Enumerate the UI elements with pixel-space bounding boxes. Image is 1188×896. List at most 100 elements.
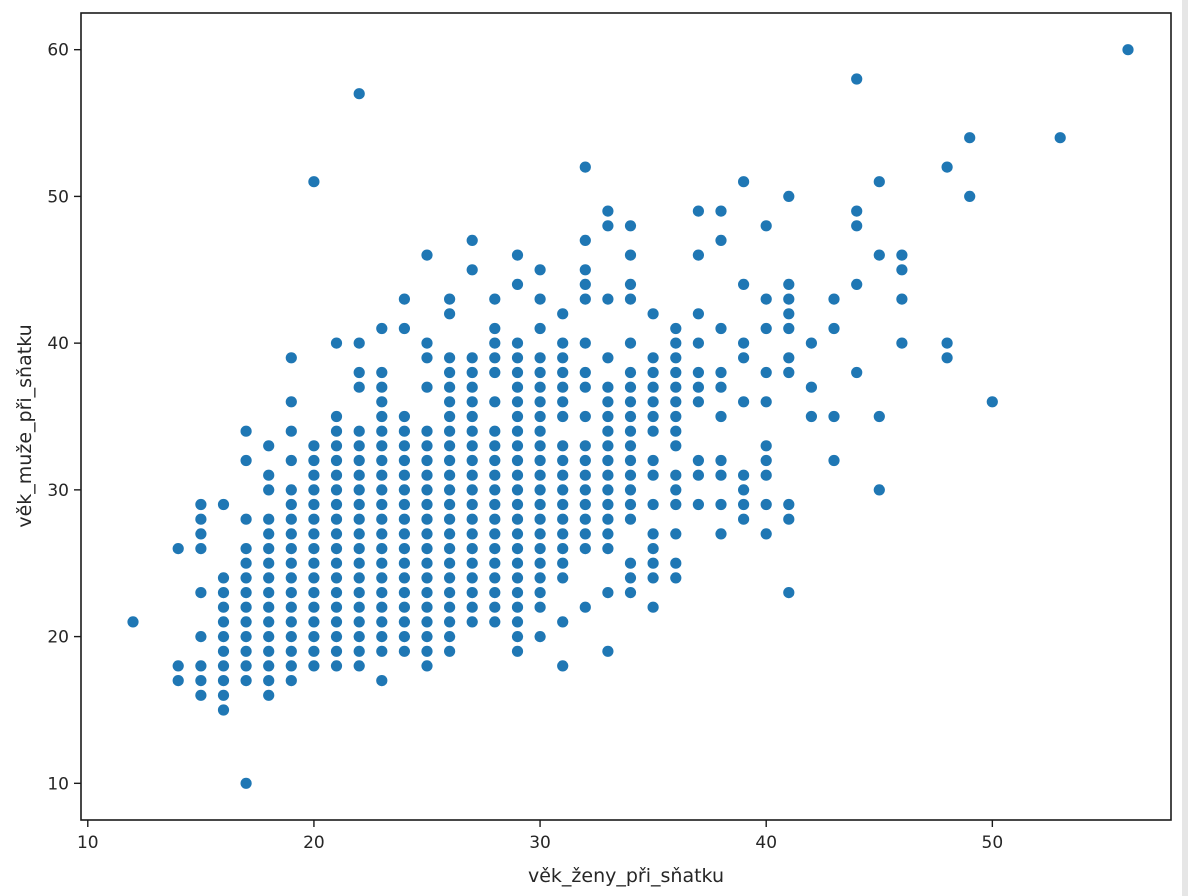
- data-point: [263, 543, 275, 555]
- data-point: [330, 660, 343, 672]
- data-point: [511, 249, 524, 261]
- data-point: [398, 557, 410, 569]
- data-point: [692, 366, 705, 379]
- data-point: [330, 645, 343, 657]
- data-point: [579, 543, 591, 555]
- data-point: [738, 498, 750, 511]
- data-point: [308, 557, 320, 569]
- data-point: [738, 513, 750, 525]
- data-point: [579, 410, 591, 423]
- data-point: [376, 425, 388, 437]
- data-point: [783, 190, 795, 202]
- data-point: [421, 660, 433, 672]
- data-point: [602, 454, 614, 467]
- data-point: [579, 513, 591, 525]
- data-point: [692, 381, 705, 393]
- data-point: [647, 410, 659, 423]
- data-point: [444, 528, 456, 540]
- data-point: [398, 631, 410, 643]
- data-point: [964, 132, 976, 144]
- data-point: [692, 396, 705, 408]
- data-point: [308, 660, 320, 672]
- data-point: [398, 410, 410, 423]
- data-point: [376, 410, 388, 423]
- data-point: [715, 381, 727, 393]
- data-point: [511, 278, 524, 290]
- data-point: [353, 528, 365, 540]
- data-point: [172, 675, 184, 687]
- data-point: [172, 543, 184, 555]
- data-point: [557, 337, 569, 349]
- data-point: [647, 396, 659, 408]
- data-point: [240, 572, 252, 584]
- data-point: [534, 366, 546, 379]
- data-point: [217, 660, 230, 672]
- x-tick-label: 10: [77, 833, 99, 853]
- data-point: [376, 631, 388, 643]
- data-point: [444, 469, 456, 481]
- data-point: [308, 440, 320, 452]
- data-point: [217, 689, 230, 701]
- data-point: [263, 631, 275, 643]
- data-point: [353, 587, 365, 599]
- data-point: [738, 176, 750, 188]
- data-point: [466, 454, 478, 467]
- data-point: [421, 381, 433, 393]
- data-point: [964, 190, 976, 202]
- data-point: [444, 543, 456, 555]
- data-point: [444, 484, 456, 496]
- data-point: [534, 352, 546, 364]
- data-point: [466, 234, 478, 246]
- data-point: [376, 528, 388, 540]
- data-point: [670, 396, 682, 408]
- data-point: [851, 366, 863, 379]
- data-point: [444, 645, 456, 657]
- data-point: [376, 440, 388, 452]
- data-point: [534, 454, 546, 467]
- data-point: [534, 513, 546, 525]
- data-point: [579, 528, 591, 540]
- x-axis-ticks: 10 20 30 40 50: [77, 820, 1003, 853]
- data-point: [670, 440, 682, 452]
- data-point: [579, 484, 591, 496]
- data-point: [692, 469, 705, 481]
- data-point: [602, 425, 614, 437]
- data-point: [534, 601, 546, 613]
- data-point: [534, 293, 546, 305]
- data-point: [941, 352, 953, 364]
- data-point: [738, 469, 750, 481]
- data-point: [783, 322, 795, 335]
- data-point: [1122, 44, 1134, 56]
- data-point: [624, 410, 637, 423]
- data-point: [579, 161, 591, 173]
- data-point: [557, 498, 569, 511]
- data-point: [217, 704, 230, 716]
- data-point: [602, 205, 614, 217]
- data-point: [489, 498, 501, 511]
- data-point: [828, 293, 840, 305]
- data-point: [602, 587, 614, 599]
- data-point: [692, 498, 705, 511]
- data-point: [263, 660, 275, 672]
- data-point: [805, 381, 818, 393]
- data-point: [466, 381, 478, 393]
- data-point: [353, 337, 365, 349]
- data-point: [873, 484, 885, 496]
- data-point: [444, 381, 456, 393]
- data-point: [624, 587, 637, 599]
- data-point: [466, 410, 478, 423]
- data-point: [557, 366, 569, 379]
- data-point: [534, 498, 546, 511]
- data-point: [353, 513, 365, 525]
- data-point: [624, 425, 637, 437]
- data-point: [534, 396, 546, 408]
- data-point: [624, 440, 637, 452]
- data-point: [534, 587, 546, 599]
- data-point: [444, 587, 456, 599]
- data-point: [511, 631, 524, 643]
- x-tick-label: 30: [529, 833, 551, 853]
- data-point: [760, 293, 772, 305]
- data-point: [715, 322, 727, 335]
- data-point: [489, 366, 501, 379]
